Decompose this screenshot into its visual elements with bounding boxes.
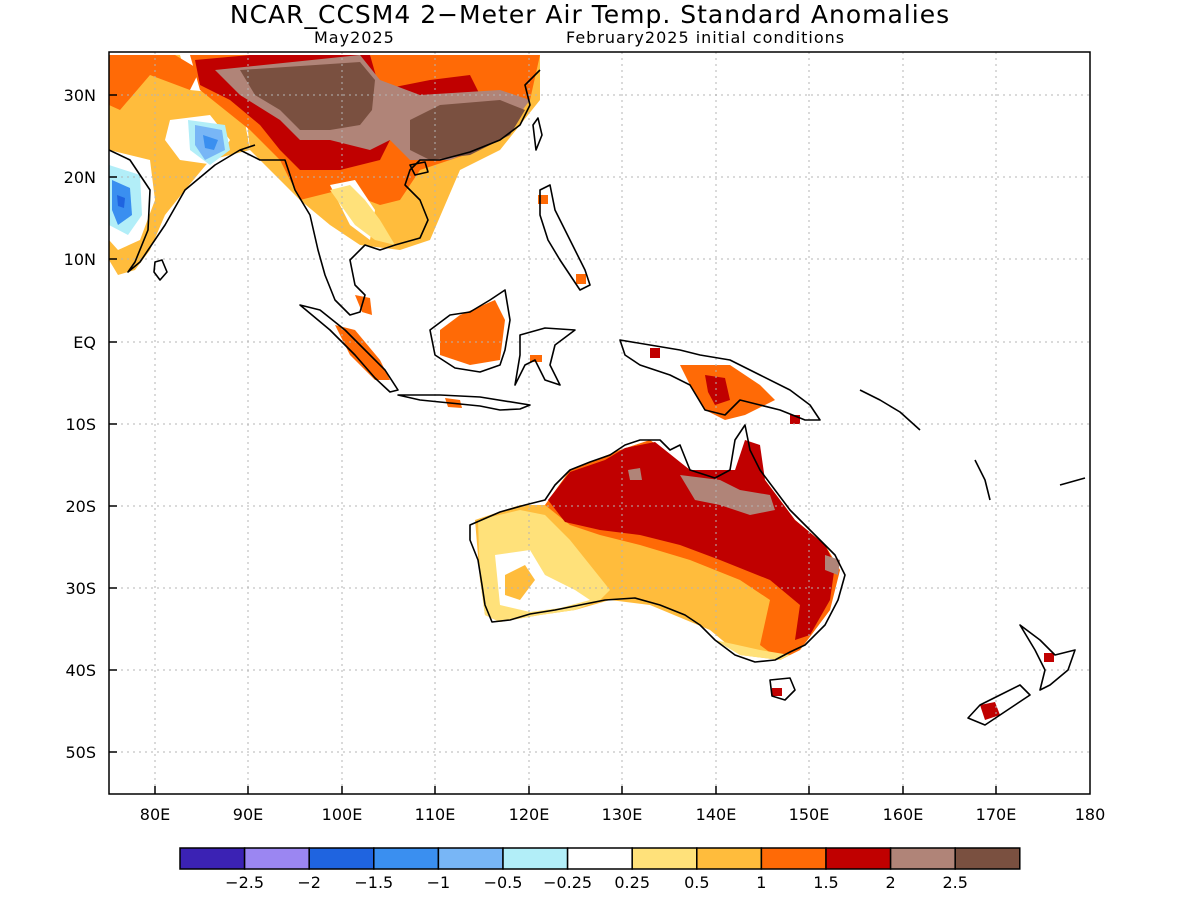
lon-label: 160E (883, 805, 924, 824)
lat-label: 20N (64, 168, 96, 187)
anomaly-aus-lightyellow-se (715, 640, 790, 660)
anomaly-aus-lightbrown-n (628, 468, 642, 480)
anomaly-aus-lightbrown (680, 475, 775, 515)
lat-label: 50S (65, 743, 96, 762)
lon-label: 150E (789, 805, 830, 824)
anomaly-westindia-darkblue (117, 195, 125, 208)
colorbar-label: −1 (427, 873, 451, 892)
anomaly-philippines-s (576, 274, 586, 284)
anomaly-indochina-yellow (330, 185, 395, 245)
colorbar-label: −2 (297, 873, 321, 892)
colorbar-swatch (566, 847, 633, 870)
colorbar-label: 2.5 (942, 873, 967, 892)
anomaly-india-blue (203, 135, 218, 150)
lat-labels: 30N 20N 10N EQ 10S 20S 30S 40S 50S (64, 86, 96, 762)
coast-taiwan (532, 117, 543, 151)
colorbar-label: 1.5 (813, 873, 838, 892)
colorbar-labels: −2.5 −2 −1.5 −1 −0.5 −0.25 0.25 0.5 1 1.5 2 2.5 (225, 873, 968, 892)
anomaly-china-darkbrown-east (410, 100, 525, 160)
anomaly-aus-lightbrown-e (825, 555, 840, 575)
lat-label: EQ (73, 333, 96, 352)
colorbar-label: 0.5 (684, 873, 709, 892)
coast-tasmania (769, 677, 796, 701)
anomaly-borneo (440, 300, 505, 365)
anomaly-sumatra (335, 325, 390, 380)
coast-philippines (539, 184, 591, 291)
forecast-month: May2025 (314, 28, 395, 47)
coast-vanuatu-fiji (974, 459, 1086, 501)
lat-label: 10S (65, 415, 96, 434)
colorbar-label: −0.25 (543, 873, 592, 892)
colorbar-swatch (825, 847, 892, 870)
coast-solomons (859, 389, 921, 431)
anomaly-india-orange (109, 55, 200, 110)
lon-label: 100E (322, 805, 363, 824)
coast-australia (469, 424, 846, 663)
colorbar-swatch (760, 847, 827, 870)
lon-label: 110E (415, 805, 456, 824)
lon-label: 140E (696, 805, 737, 824)
coastlines (109, 69, 1086, 726)
colorbar-swatch (243, 847, 310, 870)
lat-label: 30N (64, 86, 96, 105)
coast-java (397, 394, 531, 411)
anomaly-aus-red (548, 440, 835, 640)
coast-sulawesi (514, 327, 576, 386)
colorbar-swatch (502, 847, 569, 870)
lon-label: 80E (140, 805, 170, 824)
colorbar-swatch (889, 847, 956, 870)
colorbar-label: 0.25 (614, 873, 650, 892)
coast-india (109, 144, 256, 273)
colorbar-swatch (696, 847, 763, 870)
coast-borneo (429, 289, 511, 373)
colorbar-label: 2 (886, 873, 896, 892)
lat-label: 20S (65, 497, 96, 516)
coast-nz-north (1019, 624, 1076, 691)
anomaly-nz-red2 (1044, 653, 1054, 662)
plot-frame (108, 51, 1091, 795)
lat-label: 40S (65, 661, 96, 680)
chart-title: NCAR_CCSM4 2−Meter Air Temp. Standard An… (229, 0, 951, 29)
colorbar-label: −2.5 (225, 873, 264, 892)
lon-label: 130E (602, 805, 643, 824)
colorbar-label: 1 (756, 873, 766, 892)
anomaly-png-red2 (650, 348, 660, 358)
colorbar-swatch (308, 847, 375, 870)
anomaly-tasmania (772, 688, 782, 696)
coast-bangladesh-burma (239, 69, 541, 316)
coast-hainan (409, 161, 429, 176)
anomaly-nz-red (980, 702, 1000, 720)
lon-label: 170E (976, 805, 1017, 824)
colorbar-swatch (179, 847, 246, 870)
anomaly-malaysia (355, 295, 372, 315)
lon-label: 90E (233, 805, 263, 824)
colorbar-label: −1.5 (354, 873, 393, 892)
coast-png (619, 339, 821, 421)
lat-label: 10N (64, 250, 96, 269)
colorbar-label: −0.5 (484, 873, 523, 892)
coast-sumatra (299, 304, 399, 393)
anomaly-fields (109, 55, 1054, 720)
lon-label: 180 (1075, 805, 1106, 824)
tick-marks (109, 94, 997, 794)
initial-conditions: February2025 initial conditions (566, 28, 846, 47)
colorbar (179, 847, 1021, 870)
lon-labels: 80E 90E 100E 110E 120E 130E 140E 150E 16… (140, 805, 1106, 824)
colorbar-swatch (437, 847, 504, 870)
colorbar-swatch (631, 847, 698, 870)
lat-label: 30S (65, 579, 96, 598)
anomaly-png-red (705, 375, 730, 405)
colorbar-swatch (954, 847, 1021, 870)
coast-nz-south (967, 684, 1031, 726)
anomaly-aus-yellow-w (505, 565, 535, 600)
colorbar-swatch (373, 847, 440, 870)
anomaly-china-darkbrown (240, 62, 375, 130)
gridlines (109, 52, 1090, 794)
lon-label: 120E (509, 805, 550, 824)
coast-srilanka (153, 259, 168, 281)
